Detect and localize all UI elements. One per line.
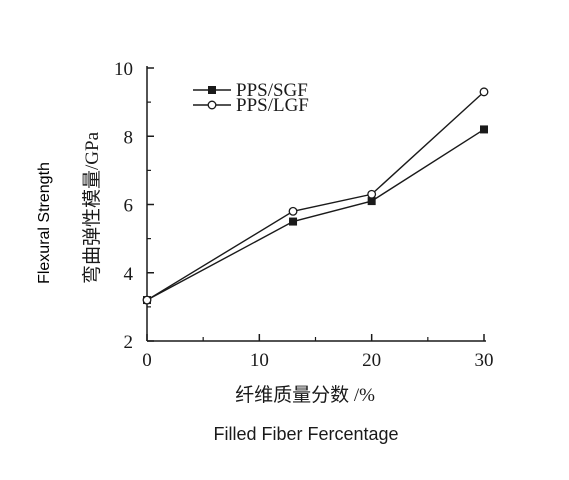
data-point	[142, 295, 152, 305]
x-tick-label: 30	[475, 350, 494, 371]
x-axis-label-translation: Filled Fiber Fercentage	[213, 424, 398, 444]
legend-label: PPS/LGF	[236, 95, 309, 116]
data-point	[367, 189, 377, 199]
y-axis-label: 弯曲弹性模量/GPa	[81, 131, 103, 284]
data-point	[480, 125, 488, 134]
data-point	[289, 217, 298, 226]
legend-label: PPS/SGF	[236, 80, 308, 101]
x-axis-label: 纤维质量分数 /%	[235, 384, 375, 406]
x-ticks: 0 10 20 30	[142, 334, 494, 371]
data-point	[288, 206, 298, 216]
legend-marker	[207, 100, 217, 110]
series-line	[146, 128, 485, 301]
series-layer	[142, 87, 489, 305]
x-tick-label: 20	[362, 350, 381, 371]
data-point	[367, 197, 376, 206]
series-line	[146, 91, 485, 301]
y-axis-label-translation: Flexural Strength	[36, 162, 53, 284]
axes	[146, 66, 486, 342]
legend-marker	[208, 86, 216, 94]
series-2	[142, 87, 489, 305]
legend-entry: PPS/LGF	[193, 95, 309, 116]
y-tick-label: 8	[124, 127, 134, 148]
x-tick-label: 0	[142, 350, 152, 371]
y-tick-label: 6	[124, 196, 134, 217]
data-point	[479, 87, 489, 97]
y-tick-label: 2	[124, 332, 134, 353]
y-tick-label: 10	[114, 59, 133, 80]
y-ticks: 2 4 6 8 10	[114, 59, 154, 353]
legend-entry: PPS/SGF	[193, 80, 308, 101]
y-tick-label: 4	[124, 264, 134, 285]
x-tick-label: 10	[250, 350, 269, 371]
series-1	[143, 125, 488, 305]
